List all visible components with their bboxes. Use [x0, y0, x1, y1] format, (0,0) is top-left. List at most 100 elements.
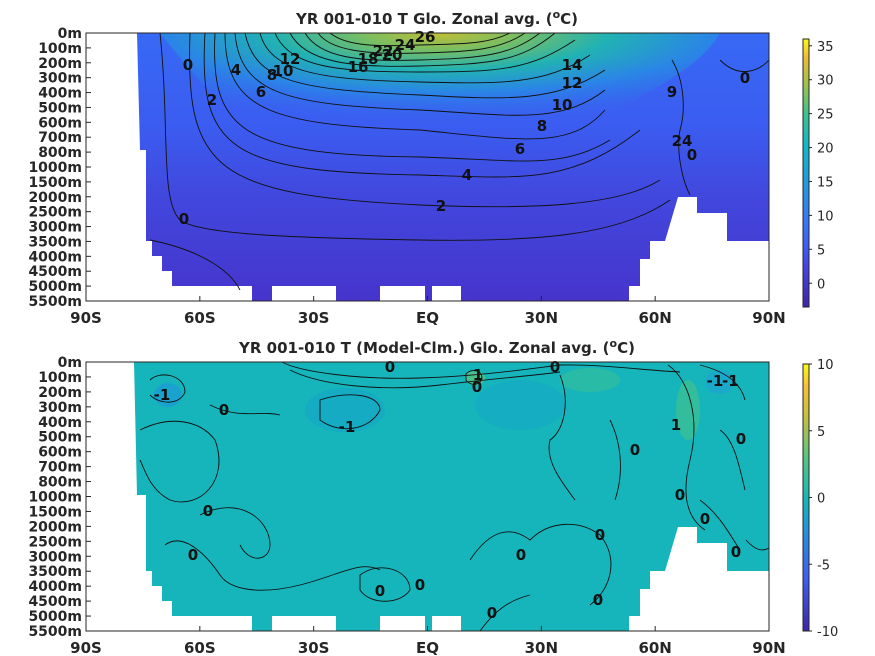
colorbar-tick-label: 5 — [817, 243, 825, 258]
y-tick-label: 3000m — [28, 220, 82, 236]
contour-label: 20 — [382, 46, 403, 64]
contour-labels-bottom: 0 0 -1 1 0 -1 0 -1 0 0 1 0 0 0 0 0 0 0 0… — [154, 358, 747, 622]
y-tick-label: 3500m — [28, 564, 82, 580]
contour-label: 12 — [562, 74, 583, 92]
y-tick-label: 0m — [58, 355, 82, 371]
contour-label: 0 — [385, 358, 395, 376]
contour-label: 0 — [375, 582, 385, 600]
y-tick-label: 2000m — [28, 190, 82, 206]
colorbar-tick-label: 30 — [817, 74, 834, 89]
y-tick-label: 4500m — [28, 264, 82, 280]
y-tick-label: 4500m — [28, 594, 82, 610]
x-tick-label: 30S — [298, 639, 330, 656]
contour-label: 16 — [348, 58, 369, 76]
colorbar-tick-label: 15 — [817, 175, 834, 190]
contour-label-12: 12 — [280, 50, 301, 68]
contour-label: 0 — [550, 358, 560, 376]
y-tick-label: 700m — [38, 130, 82, 146]
contour-label: 0 — [487, 604, 497, 622]
x-tick-label: EQ — [416, 309, 439, 327]
x-tick-label: 90N — [752, 309, 785, 327]
y-tick-label: 500m — [38, 430, 82, 446]
colorbar-tick-label: -10 — [817, 625, 838, 640]
y-tick-label: 5500m — [28, 624, 82, 640]
x-tick-label: EQ — [416, 639, 439, 656]
y-tick-label: 800m — [38, 475, 82, 491]
contour-label: 2 — [436, 197, 446, 215]
y-tick-label: 300m — [38, 400, 82, 416]
x-tick-label: 60S — [184, 309, 216, 327]
colorbar-tick-label: 20 — [817, 142, 834, 157]
contour-label: 6 — [515, 140, 525, 158]
contour-label-10: 10 — [273, 62, 294, 80]
contour-label: 0 — [731, 543, 741, 561]
y-tick-label: 100m — [38, 41, 82, 57]
y-tick-label: 2500m — [28, 534, 82, 550]
contour-label: 0 — [188, 546, 198, 564]
colorbar-tick-label: 35 — [817, 40, 834, 55]
contour-label: 0 — [740, 69, 750, 87]
warm-layer-top — [160, 33, 720, 156]
chart-title-top: YR 001-010 T Glo. Zonal avg. (oC) — [295, 8, 578, 28]
contour-label-6: 6 — [256, 83, 266, 101]
y-tick-label: 500m — [38, 100, 82, 116]
panel-top: YR 001-010 T Glo. Zonal avg. (oC) — [28, 8, 833, 327]
contour-label: 0 — [516, 546, 526, 564]
y-tick-label: 2000m — [28, 519, 82, 535]
colorbar-tick-label: 5 — [817, 425, 825, 440]
contour-label: 8 — [537, 117, 547, 135]
x-tick-label: 90S — [70, 309, 102, 327]
contour-label: 0 — [736, 430, 746, 448]
contour-label: 14 — [562, 56, 583, 74]
contour-label: 0 — [179, 210, 189, 228]
contour-label: -1 — [154, 386, 171, 404]
contour-label: 0 — [700, 510, 710, 528]
colorbar-top: 35 30 25 20 15 10 5 0 — [802, 38, 834, 308]
plot-area-bottom: 0 0 -1 1 0 -1 0 -1 0 0 1 0 0 0 0 0 0 0 0… — [85, 358, 770, 632]
colorbar-tick-label: 10 — [817, 209, 834, 224]
y-tick-label: 100m — [38, 370, 82, 386]
contour-label: 24 — [672, 132, 693, 150]
y-tick-label: 200m — [38, 385, 82, 401]
y-tick-label: 2500m — [28, 205, 82, 221]
y-tick-label: 700m — [38, 460, 82, 476]
x-tick-label: 90S — [70, 639, 102, 656]
contour-label: 0 — [687, 146, 697, 164]
y-tick-label: 3500m — [28, 234, 82, 250]
y-tick-label: 400m — [38, 86, 82, 102]
y-tick-label: 1000m — [28, 160, 82, 176]
ocean-field-bottom — [134, 362, 769, 631]
contours-bottom — [139, 361, 770, 632]
colorbar-tick-label: 25 — [817, 108, 834, 123]
contour-label-4: 4 — [231, 61, 241, 79]
x-axis-ticks-bottom: 90S 60S 30S EQ 30N 60N 90N — [70, 626, 786, 656]
x-tick-label: 30S — [298, 309, 330, 327]
y-tick-label: 1000m — [28, 490, 82, 506]
y-tick-label: 5000m — [28, 279, 82, 295]
contour-label: 1 — [671, 416, 681, 434]
contour-label: 9 — [667, 83, 677, 101]
contour-label: -1 — [339, 418, 356, 436]
x-tick-label: 30N — [525, 639, 558, 656]
y-tick-label: 400m — [38, 415, 82, 431]
y-tick-label: 200m — [38, 56, 82, 72]
contours-top — [149, 32, 770, 291]
contour-label: 0 — [415, 576, 425, 594]
y-tick-label: 800m — [38, 145, 82, 161]
colorbar-tick-label: 0 — [817, 277, 825, 292]
colorbar-frame-top — [802, 38, 810, 308]
y-tick-label: 300m — [38, 71, 82, 87]
contour-label: 0 — [219, 401, 229, 419]
contour-label: -1 — [707, 372, 724, 390]
contour-label: 18 — [358, 50, 379, 68]
y-tick-label: 0m — [58, 26, 82, 42]
y-tick-label: 3000m — [28, 549, 82, 565]
contour-label: 0 — [472, 378, 482, 396]
colorbar-gradient-top — [803, 39, 809, 307]
contour-label-8: 8 — [267, 66, 277, 84]
contour-label: 10 — [552, 96, 573, 114]
x-tick-label: 60N — [638, 309, 671, 327]
contour-label: 0 — [595, 526, 605, 544]
x-tick-label: 90N — [752, 639, 785, 656]
